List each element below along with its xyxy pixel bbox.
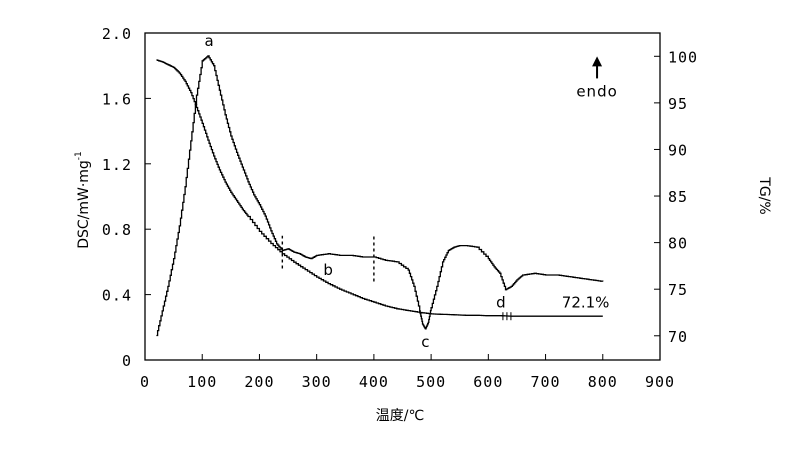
y-right-tick-label: 75	[668, 281, 688, 299]
peak-label: b	[323, 261, 333, 279]
endo-label: endo	[576, 82, 617, 100]
tg-curve	[156, 59, 603, 317]
y-right-axis-label: TG/%	[756, 176, 772, 214]
curves	[156, 55, 604, 337]
x-tick-label: 500	[416, 373, 446, 391]
ticks: 0 100 200 300 400 500 600 700 800 900 0 0.4 0.8 1.2 1.…	[102, 25, 698, 391]
dsc-curve	[156, 55, 604, 337]
y-left-axis-label: DSC/mW·mg-1	[74, 151, 92, 249]
peak-label: d	[496, 294, 506, 312]
y-left-tick-label: 0.8	[102, 221, 132, 239]
x-tick-label: 800	[588, 373, 618, 391]
y-right-tick-label: 85	[668, 188, 688, 206]
x-tick-label: 600	[473, 373, 503, 391]
residual-mass-label: 72.1%	[562, 294, 610, 312]
endo-arrow-head	[592, 56, 603, 67]
x-axis-label: 温度/℃	[376, 408, 424, 424]
x-tick-label: 100	[187, 373, 217, 391]
annotations: a b c d 72.1% endo	[204, 32, 617, 351]
y-left-tick-label: 2.0	[102, 25, 132, 43]
x-tick-label: 200	[244, 373, 274, 391]
y-left-tick-label: 1.6	[102, 90, 132, 108]
y-left-axis-label-sup: -1	[74, 151, 84, 160]
y-right-tick-label: 95	[668, 95, 688, 113]
y-left-tick-label: 0.4	[102, 287, 132, 305]
x-tick-label: 700	[531, 373, 561, 391]
y-right-tick-label: 90	[668, 141, 688, 159]
peak-label: a	[204, 32, 213, 50]
x-tick-label: 0	[140, 373, 150, 391]
y-left-tick-label: 1.2	[102, 156, 132, 174]
y-right-tick-label: 100	[668, 48, 698, 66]
y-left-tick-label: 0	[122, 352, 132, 370]
x-tick-label: 900	[645, 373, 675, 391]
y-right-tick-label: 70	[668, 328, 688, 346]
y-left-axis-label-main: DSC/mW·mg	[76, 160, 92, 249]
x-tick-label: 400	[359, 373, 389, 391]
y-right-tick-label: 80	[668, 235, 688, 253]
peak-label: c	[421, 333, 429, 351]
x-tick-label: 300	[302, 373, 332, 391]
